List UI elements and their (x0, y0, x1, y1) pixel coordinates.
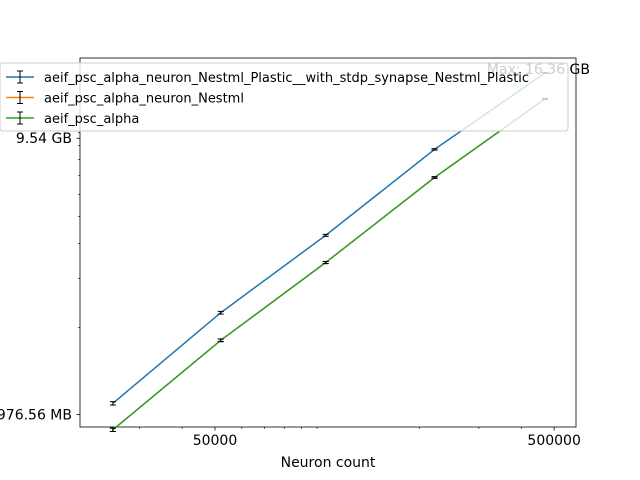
ticks-layer: 50000 500000 976.56 MB 9.54 GB (0, 131, 581, 449)
legend-frame (0, 62, 569, 132)
x-axis-label: Neuron count (281, 455, 376, 471)
x-tick-label: 50000 (193, 433, 238, 449)
y-tick-label: 976.56 MB (0, 407, 72, 423)
legend-label: aeif_psc_alpha (44, 112, 139, 127)
legend-entry: aeif_psc_alpha_neuron_Nestml_Plastic__wi… (6, 70, 529, 86)
legend-label: aeif_psc_alpha_neuron_Nestml (44, 92, 244, 107)
legend-entry: aeif_psc_alpha_neuron_Nestml (6, 91, 244, 107)
legend: aeif_psc_alpha_neuron_Nestml_Plastic__wi… (0, 62, 569, 132)
legend-label: aeif_psc_alpha_neuron_Nestml_Plastic__wi… (44, 71, 529, 86)
y-tick-label: 9.54 GB (16, 131, 72, 147)
legend-entry: aeif_psc_alpha (6, 111, 139, 127)
x-tick-label: 500000 (527, 433, 580, 449)
